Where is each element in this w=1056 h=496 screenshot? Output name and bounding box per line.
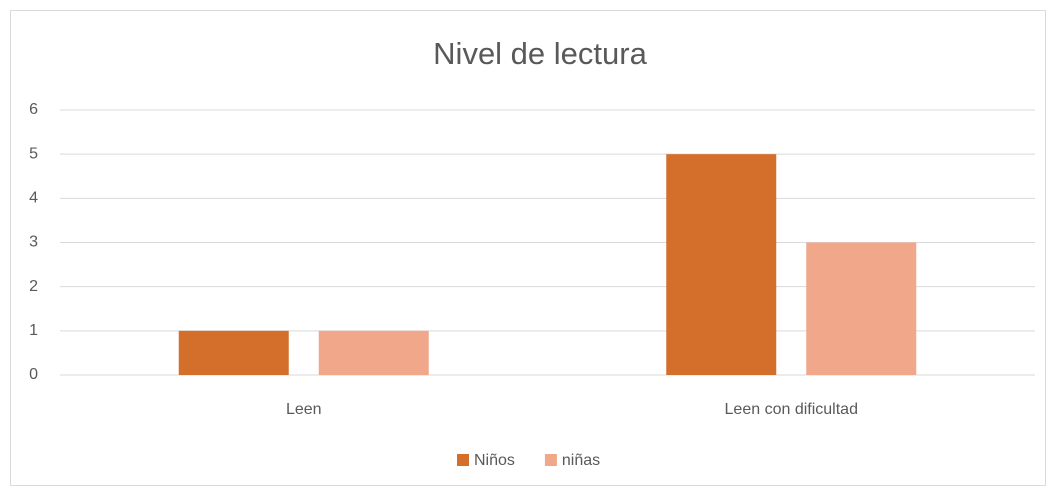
chart-title: Nivel de lectura (433, 36, 647, 71)
legend-label: Niños (474, 452, 515, 469)
bar (178, 330, 289, 375)
y-tick-label: 1 (29, 322, 38, 339)
legend-swatch (544, 454, 557, 466)
y-tick-label: 2 (29, 278, 38, 295)
bar (666, 154, 777, 375)
x-tick-label: Leen (286, 401, 322, 418)
x-tick-label: Leen con dificultad (725, 401, 858, 418)
y-tick-label: 6 (29, 101, 38, 118)
legend-swatch (457, 454, 469, 466)
bar (318, 330, 429, 375)
y-tick-label: 3 (29, 234, 38, 251)
y-tick-label: 5 (29, 145, 38, 162)
y-tick-label: 0 (29, 366, 38, 383)
bar (806, 242, 917, 375)
y-tick-label: 4 (29, 190, 38, 207)
legend-label: niñas (562, 452, 600, 469)
